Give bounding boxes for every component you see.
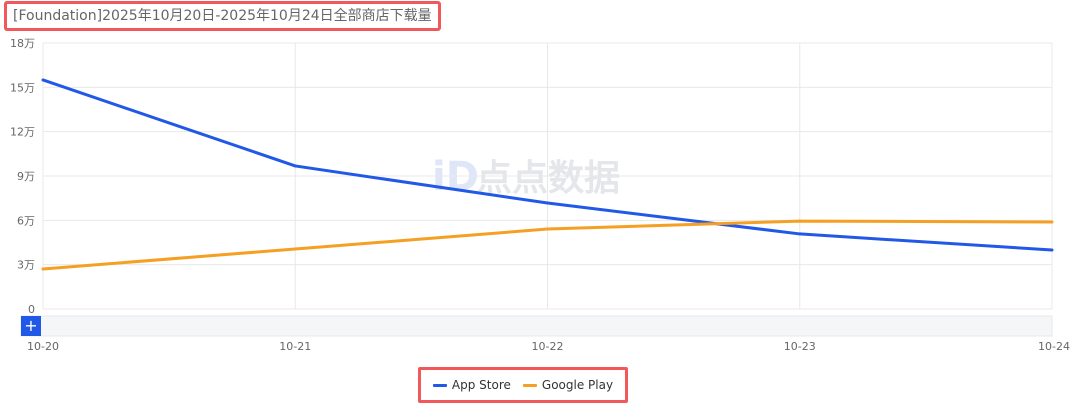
x-tick-label: 10-21 bbox=[279, 340, 311, 353]
data-point bbox=[41, 78, 45, 82]
data-point bbox=[1050, 220, 1054, 224]
y-tick-label: 6万 bbox=[17, 214, 35, 227]
data-point bbox=[798, 232, 802, 236]
legend-item-app-store[interactable]: App Store bbox=[432, 378, 511, 392]
legend-label: Google Play bbox=[541, 378, 614, 392]
plus-icon: + bbox=[24, 316, 37, 335]
y-tick-label: 12万 bbox=[10, 126, 35, 139]
data-point bbox=[293, 164, 297, 168]
y-tick-label: 18万 bbox=[10, 37, 35, 50]
y-tick-label: 3万 bbox=[17, 259, 35, 272]
legend-item-google-play[interactable]: Google Play bbox=[522, 378, 614, 392]
data-point bbox=[546, 227, 549, 231]
y-tick-label: 15万 bbox=[10, 81, 35, 94]
x-tick-label: 10-24 bbox=[1038, 340, 1070, 353]
data-point bbox=[41, 267, 45, 271]
legend-swatch bbox=[522, 383, 537, 387]
data-point bbox=[798, 219, 802, 223]
y-tick-label: 0 bbox=[28, 303, 35, 316]
zoom-expand-button[interactable] bbox=[21, 316, 41, 336]
data-point bbox=[293, 247, 297, 251]
legend: App Store Google Play bbox=[418, 367, 628, 403]
data-point bbox=[546, 201, 549, 205]
legend-swatch bbox=[432, 383, 447, 387]
data-point bbox=[1050, 248, 1054, 252]
chart-title: [Foundation]2025年10月20日-2025年10月24日全部商店下… bbox=[4, 1, 441, 31]
zoom-slider-track bbox=[20, 315, 1053, 337]
x-tick-label: 10-22 bbox=[532, 340, 564, 353]
legend-label: App Store bbox=[451, 378, 511, 392]
x-tick-label: 10-20 bbox=[27, 340, 59, 353]
y-tick-label: 9万 bbox=[17, 170, 35, 183]
x-tick-label: 10-23 bbox=[784, 340, 816, 353]
